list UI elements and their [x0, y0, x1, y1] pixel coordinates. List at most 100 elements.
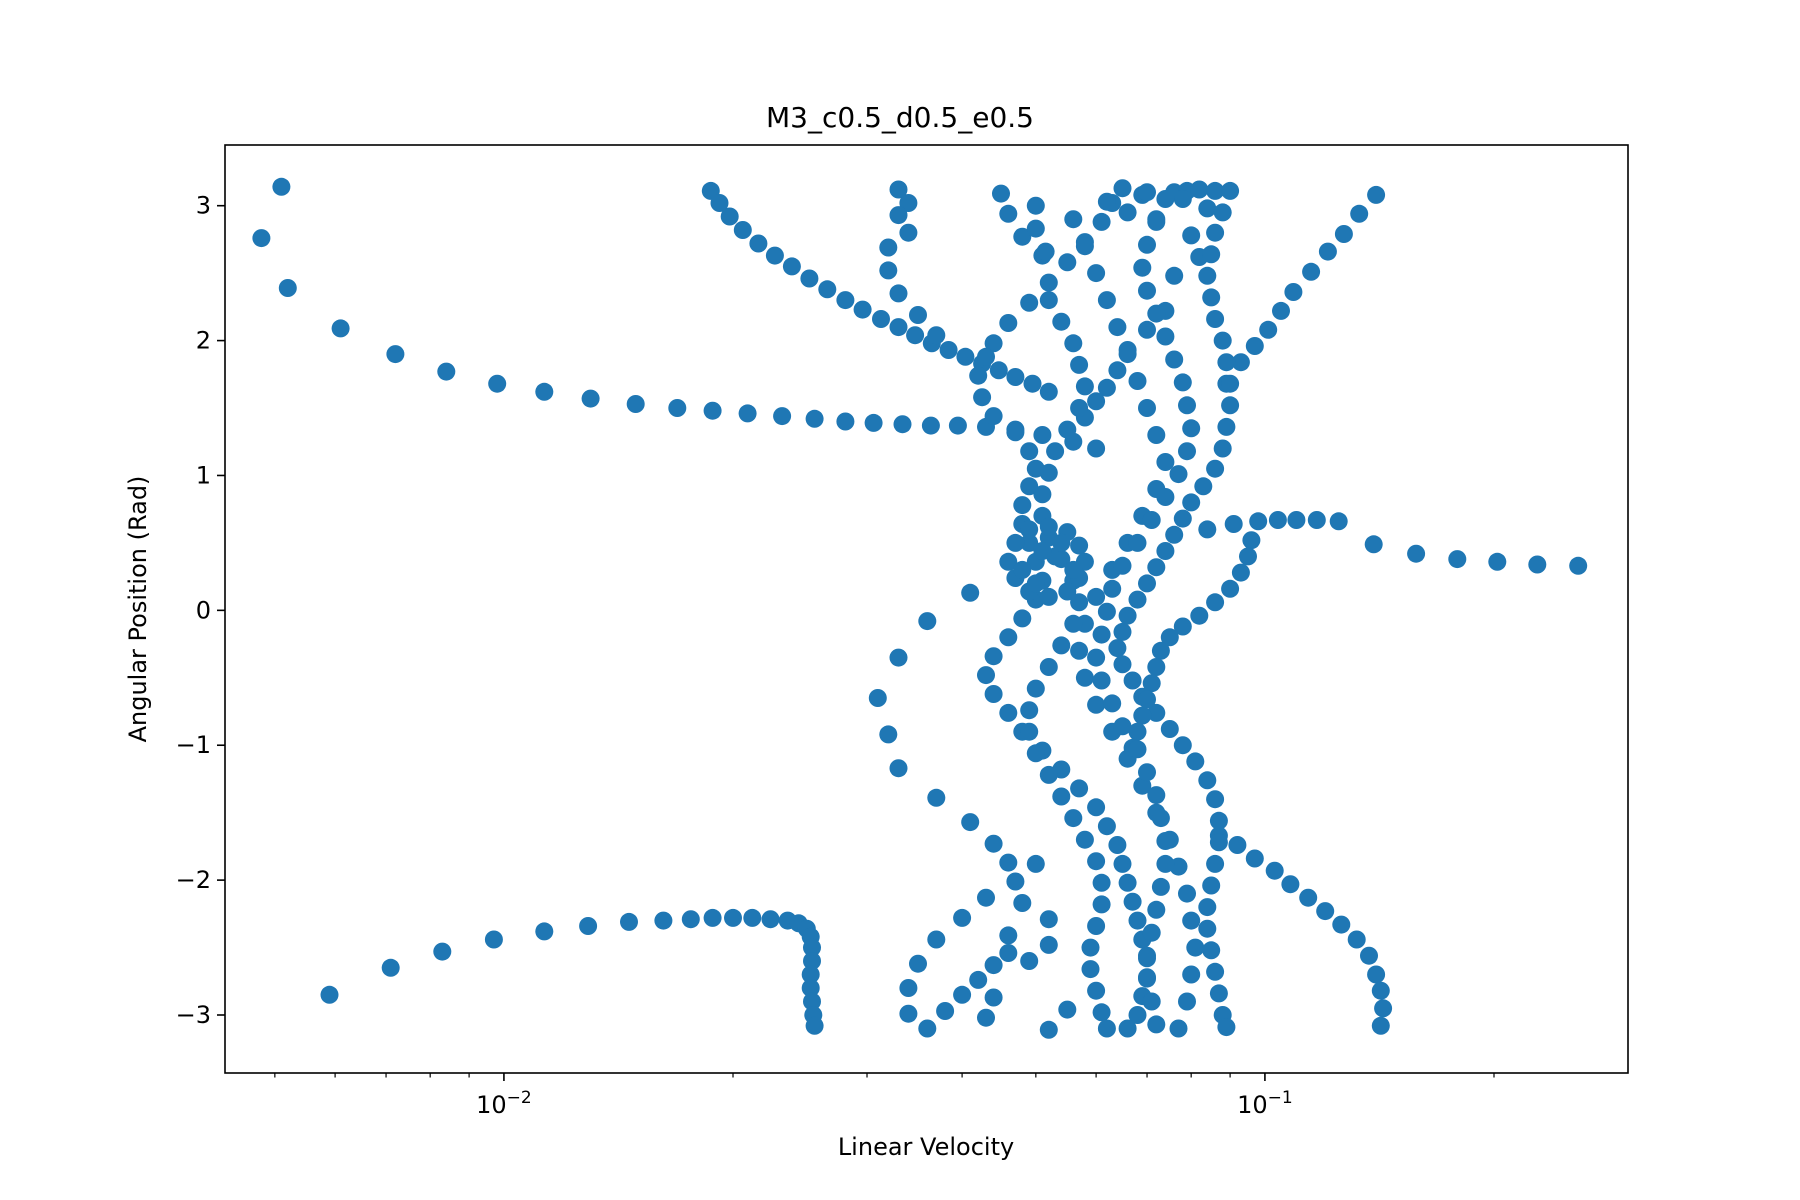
data-point	[1371, 1016, 1390, 1035]
data-point	[1128, 740, 1147, 759]
data-point	[620, 912, 638, 931]
data-point	[927, 930, 946, 949]
data-point	[1033, 542, 1052, 560]
data-point	[654, 911, 673, 930]
data-point	[879, 725, 898, 744]
data-point	[1118, 606, 1137, 625]
data-point	[1020, 442, 1039, 461]
data-point	[1039, 517, 1058, 536]
data-point	[1039, 1020, 1058, 1039]
data-point	[1108, 639, 1127, 658]
x-axis-label: Linear Velocity	[838, 1133, 1014, 1161]
data-point	[1070, 779, 1089, 798]
data-point	[1198, 919, 1217, 938]
data-point	[1026, 219, 1045, 238]
data-point	[1287, 511, 1306, 529]
data-point	[1360, 946, 1378, 965]
data-point	[320, 985, 339, 1004]
data-point	[1020, 701, 1039, 720]
data-point	[1052, 533, 1071, 552]
data-point	[579, 917, 598, 935]
data-point	[1182, 419, 1201, 438]
data-point	[703, 908, 722, 927]
data-point	[1151, 809, 1170, 828]
data-point	[1138, 281, 1156, 300]
data-point	[1272, 301, 1290, 320]
data-point	[1367, 965, 1386, 984]
data-point	[1209, 811, 1228, 830]
data-point	[581, 389, 600, 408]
data-point	[1347, 930, 1366, 949]
data-point	[889, 759, 908, 778]
data-point	[782, 257, 801, 276]
data-point	[1334, 225, 1353, 243]
data-point	[1108, 361, 1127, 380]
data-point	[868, 689, 887, 707]
data-point	[999, 552, 1018, 571]
data-point	[1138, 320, 1156, 339]
data-point	[1198, 199, 1217, 218]
data-point	[1113, 854, 1132, 873]
data-point	[1128, 372, 1147, 390]
data-point	[977, 888, 995, 907]
data-point	[1118, 345, 1137, 364]
data-point	[252, 229, 271, 248]
data-point	[1569, 556, 1588, 575]
data-point	[999, 926, 1018, 945]
data-point	[977, 1008, 995, 1027]
data-point	[1087, 695, 1106, 714]
data-point	[1081, 938, 1100, 957]
data-point	[969, 366, 988, 385]
data-point	[1151, 641, 1170, 660]
data-point	[1123, 671, 1142, 690]
data-point	[1169, 465, 1188, 484]
data-point	[1013, 894, 1032, 912]
data-point	[1173, 617, 1192, 636]
data-point	[984, 988, 1003, 1007]
data-point	[872, 310, 890, 328]
data-point	[1070, 355, 1089, 374]
data-point	[864, 413, 883, 432]
data-point	[1128, 911, 1147, 930]
data-point	[1036, 242, 1055, 261]
data-point	[909, 954, 927, 973]
data-point	[1156, 542, 1175, 560]
data-point	[1092, 212, 1111, 231]
data-point	[278, 279, 297, 297]
data-point	[1039, 658, 1058, 676]
data-point	[1070, 641, 1089, 660]
data-point	[1133, 706, 1152, 725]
data-point	[1006, 368, 1025, 386]
data-point	[1039, 765, 1058, 784]
data-point	[1064, 334, 1083, 353]
data-point	[1221, 579, 1240, 598]
data-point	[818, 280, 837, 299]
data-point	[1138, 183, 1156, 202]
data-point	[973, 388, 992, 407]
data-point	[1087, 392, 1106, 411]
data-point	[836, 291, 855, 310]
data-point	[761, 910, 780, 929]
data-point	[1156, 832, 1175, 850]
data-point	[1026, 574, 1045, 593]
data-point	[488, 374, 507, 393]
data-point	[1206, 790, 1225, 809]
data-point	[1138, 235, 1156, 254]
data-point	[1128, 722, 1147, 741]
data-point	[1103, 579, 1122, 598]
data-point	[1178, 442, 1196, 461]
data-point	[703, 401, 722, 420]
data-point	[999, 204, 1018, 223]
data-point	[1013, 609, 1032, 628]
data-point	[1092, 625, 1111, 644]
data-point	[805, 409, 824, 428]
data-point	[1165, 525, 1184, 544]
data-point	[1087, 264, 1106, 283]
data-point	[836, 412, 855, 431]
data-point	[1231, 353, 1250, 372]
data-point	[1147, 703, 1166, 722]
data-point	[1147, 786, 1166, 805]
data-point	[1488, 552, 1507, 571]
data-point	[1058, 1000, 1077, 1019]
data-point	[535, 922, 554, 941]
